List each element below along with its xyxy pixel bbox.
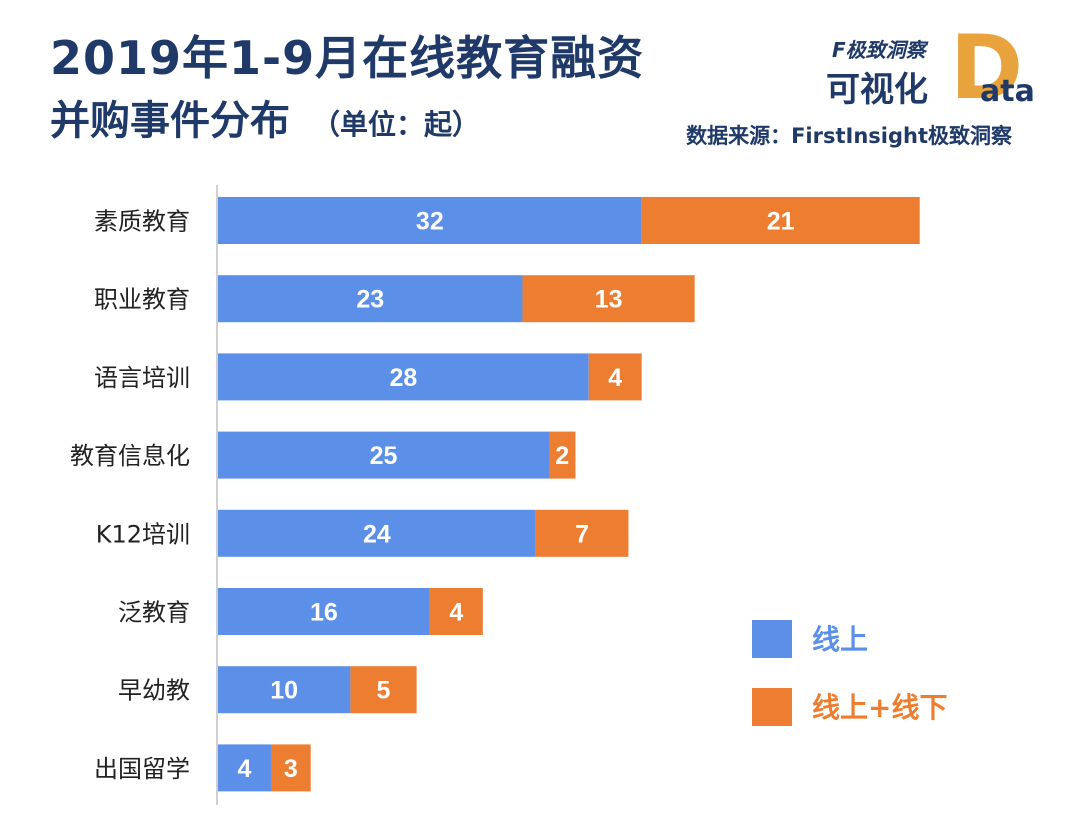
subtitle-text: 并购事件分布 bbox=[50, 98, 290, 144]
unit-label: （单位：起） bbox=[312, 108, 481, 141]
data-label: 28 bbox=[389, 364, 417, 392]
bar-online bbox=[218, 666, 351, 714]
legend-label: 线上+线下 bbox=[812, 691, 947, 724]
data-label: 13 bbox=[595, 286, 623, 314]
category-label: 早幼教 bbox=[118, 677, 190, 705]
bar-online-offline bbox=[350, 666, 417, 714]
category-label: 职业教育 bbox=[94, 286, 190, 314]
data-label: 4 bbox=[238, 755, 252, 783]
brand-cn-text: 可视化 bbox=[826, 70, 928, 110]
brand-logo-text: F极致洞察 bbox=[832, 38, 926, 62]
category-label: 语言培训 bbox=[94, 364, 190, 392]
data-label: 2 bbox=[555, 442, 569, 470]
data-label: 3 bbox=[284, 755, 298, 783]
bar-online bbox=[218, 353, 589, 401]
category-label: 出国留学 bbox=[94, 755, 190, 783]
legend-swatch bbox=[752, 688, 792, 726]
brand-data-suffix: ata bbox=[980, 74, 1035, 109]
page-title: 2019年1-9月在线教育融资 bbox=[50, 31, 645, 85]
page-subtitle: 并购事件分布 （单位：起） bbox=[50, 88, 480, 146]
category-label: 素质教育 bbox=[94, 208, 190, 236]
category-label: 教育信息化 bbox=[70, 442, 190, 470]
bar-online-offline bbox=[641, 197, 920, 244]
data-label: 4 bbox=[608, 364, 622, 392]
bar-online-offline bbox=[522, 275, 695, 323]
bar-online-offline bbox=[588, 353, 642, 401]
data-label: 10 bbox=[270, 677, 298, 705]
data-label: 4 bbox=[449, 599, 463, 627]
data-label: 25 bbox=[370, 442, 398, 470]
bar-online-offline bbox=[535, 509, 629, 557]
bar-online bbox=[218, 197, 642, 244]
data-label: 7 bbox=[575, 520, 589, 548]
category-label: 泛教育 bbox=[118, 599, 190, 627]
bar-online-offline bbox=[549, 431, 576, 479]
bar-online-offline bbox=[270, 744, 311, 792]
brand-logo: F极致洞察 D 可视化 ata bbox=[818, 24, 1035, 112]
bar-online bbox=[218, 509, 536, 557]
data-label: 23 bbox=[356, 286, 384, 314]
bar-online bbox=[218, 431, 549, 479]
bar-online bbox=[218, 588, 430, 635]
category-label: K12培训 bbox=[96, 520, 190, 548]
data-label: 24 bbox=[363, 520, 391, 548]
data-label: 5 bbox=[377, 677, 391, 705]
data-source: 数据来源：FirstInsight极致洞察 bbox=[686, 124, 1012, 148]
brand-data-letter: D bbox=[950, 16, 1024, 119]
bar-online bbox=[218, 744, 271, 792]
legend-swatch bbox=[752, 620, 792, 658]
bar-online-offline bbox=[429, 588, 483, 635]
bar-online bbox=[218, 275, 523, 323]
legend-label: 线上 bbox=[812, 623, 868, 656]
data-label: 21 bbox=[767, 208, 795, 236]
data-label: 32 bbox=[416, 208, 444, 236]
data-label: 16 bbox=[310, 599, 338, 627]
